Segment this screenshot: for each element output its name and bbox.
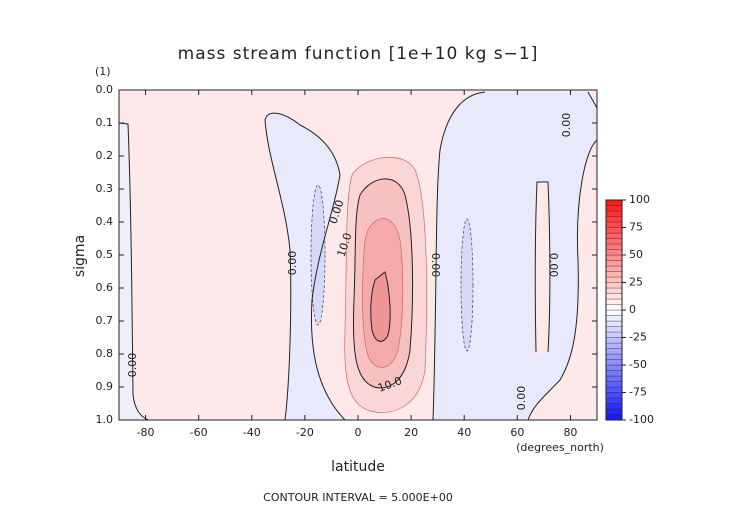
contour-label: 0.00 [515,386,528,411]
colorbar-tick-label: -75 [629,386,647,399]
colorbar-tick-label: 25 [629,276,643,289]
colorbar-cell [605,298,623,305]
colorbar-cell [605,249,623,256]
negative-area [119,123,148,420]
colorbar-cell [605,221,623,228]
colorbar-cell [605,370,623,377]
contour-minus-5 [460,218,474,352]
colorbar-cell [605,326,623,333]
colorbar-tick-label: -50 [629,358,647,371]
x-unit: (degrees_north) [516,441,604,454]
colorbar-tick-label: -100 [629,413,654,426]
colorbar-cell [605,364,623,371]
colorbar-cell [605,227,623,234]
colorbar-cell [605,414,623,421]
zero-contour [534,181,551,353]
colorbar-cell [605,304,623,311]
contour-label: 0.00 [547,253,560,278]
y-unit: (1) [95,65,111,78]
contour-label: 0.00 [126,353,139,378]
zero-contour [432,91,598,421]
colorbar-tick-label: -25 [629,331,647,344]
colorbar-cell [605,238,623,245]
y-tick-label: 0.0 [96,83,114,96]
colorbar-cell [605,320,623,327]
colorbar-cell [605,293,623,300]
colorbar-cell [605,353,623,360]
colorbar-tick-label: 100 [629,193,650,206]
y-axis-label: sigma [72,235,88,277]
colorbar-cell [605,260,623,267]
x-tick-label: 40 [457,426,471,439]
x-tick-label: -20 [296,426,314,439]
y-tick-label: 0.5 [96,248,114,261]
colorbar-cell [605,216,623,223]
field [118,90,598,421]
colorbar-cell [605,337,623,344]
y-tick-label: 1.0 [96,413,114,426]
colorbar-cell [605,392,623,399]
colorbar-cell [605,210,623,217]
colorbar-cell [605,282,623,289]
zero-contour [118,122,149,421]
x-tick-label: 80 [563,426,577,439]
colorbar-cell [605,265,623,272]
negative-area [433,92,597,420]
colorbar-cell [605,309,623,316]
colorbar-cell [605,232,623,239]
colorbar-cell [605,359,623,366]
chart-title: mass stream function [1e+10 kg s−1] [178,44,539,64]
y-tick-label: 0.7 [96,314,114,327]
colorbar-cell [605,331,623,338]
colorbar-cell [605,276,623,283]
x-tick-label: -40 [243,426,261,439]
colorbar-cell [605,199,623,206]
colorbar-cell [605,397,623,404]
contour-label: 0.00 [429,253,442,278]
footer: CONTOUR INTERVAL = 5.000E+00 [263,491,453,504]
colorbar-cell [605,254,623,261]
colorbar-cell [605,408,623,415]
colorbar-tick-label: 75 [629,221,643,234]
colorbar-cell [605,205,623,212]
positive-area [535,182,550,355]
colorbar-cell [605,386,623,393]
colorbar-cell [605,348,623,355]
x-tick-label: 60 [510,426,524,439]
colorbar-cell [605,243,623,250]
negative-area [265,113,345,421]
x-tick-label: -60 [190,426,208,439]
y-tick-label: 0.9 [96,380,114,393]
colorbar-cell [605,315,623,322]
y-tick-label: 0.2 [96,149,114,162]
colorbar-cell [605,403,623,410]
colorbar-cell [605,271,623,278]
colorbar-cell [605,375,623,382]
contour-label: 0.00 [560,113,573,138]
contour-label: 0.00 [286,251,299,276]
zero-contour [264,112,346,421]
y-tick-label: 0.1 [96,116,114,129]
contour-minus-5 [310,184,326,326]
colorbar-cell [605,381,623,388]
colorbar-tick-label: 50 [629,248,643,261]
contour-20 [370,271,391,342]
x-tick-label: -80 [137,426,155,439]
x-tick-label: 20 [404,426,418,439]
colorbar-cell [605,287,623,294]
colorbar-cell [605,342,623,349]
y-tick-label: 0.8 [96,347,114,360]
y-tick-label: 0.3 [96,182,114,195]
y-tick-label: 0.4 [96,215,114,228]
colorbar-tick-label: 0 [629,303,636,316]
y-tick-label: 0.6 [96,281,114,294]
x-tick-label: 0 [355,426,362,439]
x-axis-label: latitude [331,459,385,475]
